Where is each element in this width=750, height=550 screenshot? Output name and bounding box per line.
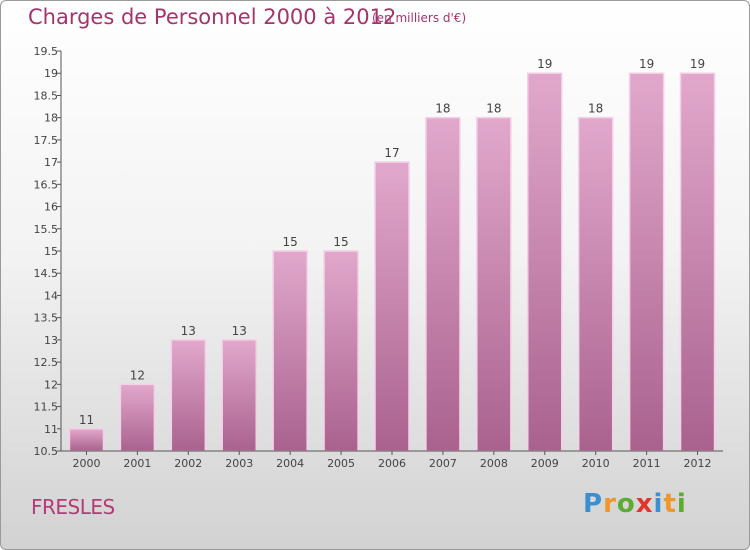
x-tick-label: 2008 <box>480 457 508 470</box>
y-tick-label: 19 <box>44 67 58 80</box>
y-axis: 10.5 11 11.5 12 12.5 13 13.5 14 14.5 15 15.5 16 16.5… <box>34 45 62 458</box>
y-tick-label: 11.5 <box>34 401 59 414</box>
bar-2002 <box>170 339 207 452</box>
commune-name: FRESLES <box>31 495 115 519</box>
y-tick-label: 16.5 <box>34 178 59 191</box>
chart-title: Charges de Personnel 2000 à 2012 <box>28 5 397 29</box>
bar-value-label: 19 <box>639 57 654 71</box>
bar-2012 <box>679 72 716 452</box>
bar-2004 <box>272 250 308 452</box>
chart-subtitle: (en milliers d'€) <box>372 11 467 25</box>
x-tick-label: 2007 <box>429 457 457 470</box>
bar-value-label: 15 <box>333 235 348 249</box>
bar-value-label: 18 <box>588 102 603 116</box>
y-tick-label: 15 <box>44 245 58 258</box>
y-tick-label: 12.5 <box>34 356 59 369</box>
y-tick-label: 17 <box>44 156 58 169</box>
y-tick-label: 10.5 <box>34 445 59 458</box>
y-tick-label: 13 <box>44 334 58 347</box>
bar-value-label: 11 <box>79 413 94 427</box>
bar-value-label: 18 <box>435 102 450 116</box>
logo-letter: i <box>676 489 687 519</box>
bar-2006 <box>374 161 410 452</box>
y-tick-label: 12 <box>44 378 58 391</box>
y-tick-label: 13.5 <box>34 312 59 325</box>
bar-value-label: 15 <box>283 235 298 249</box>
logo-letter: t <box>663 489 677 519</box>
bar-value-label: 13 <box>232 324 247 338</box>
x-tick-label: 2001 <box>123 457 151 470</box>
x-tick-label: 2006 <box>378 457 406 470</box>
x-tick-label: 2009 <box>531 457 559 470</box>
bar-value-label: 19 <box>690 57 705 71</box>
y-tick-label: 11 <box>44 423 58 436</box>
bar-value-label: 12 <box>130 368 145 382</box>
x-tick-label: 2011 <box>633 457 661 470</box>
bar-2005 <box>323 250 359 452</box>
logo-letter: o <box>616 489 636 519</box>
x-tick-label: 2004 <box>276 457 304 470</box>
bar-2007 <box>425 116 461 452</box>
y-tick-label: 16 <box>44 201 58 214</box>
logo-letter: r <box>603 489 617 519</box>
bar-2008 <box>476 116 512 452</box>
logo-letter: i <box>653 489 664 519</box>
x-tick-label: 2010 <box>582 457 610 470</box>
x-tick-label: 2000 <box>72 457 100 470</box>
y-tick-label: 17.5 <box>34 134 59 147</box>
bar-2010 <box>577 116 614 452</box>
bar-value-label: 17 <box>384 146 399 160</box>
x-tick-label: 2003 <box>225 457 253 470</box>
y-tick-label: 14.5 <box>34 267 59 280</box>
y-tick-label: 19.5 <box>34 45 59 58</box>
logo-letter: x <box>635 489 654 519</box>
y-tick-label: 15.5 <box>34 223 59 236</box>
y-tick-label: 14 <box>44 289 58 302</box>
bars: 11 12 13 13 15 15 17 18 18 19 18 19 19 <box>68 57 716 452</box>
y-tick-label: 18.5 <box>34 89 59 102</box>
logo-letter: P <box>583 489 604 519</box>
x-tick-label: 2005 <box>327 457 355 470</box>
bar-2009 <box>527 72 563 452</box>
proxiti-logo: Proxiti <box>583 489 687 519</box>
x-axis: 2000 2001 2002 2003 2004 2005 2006 2007 2008 2009… <box>61 450 723 470</box>
x-tick-label: 2012 <box>684 457 712 470</box>
bar-2000 <box>68 428 105 452</box>
bar-2001 <box>119 383 156 452</box>
x-tick-label: 2002 <box>174 457 202 470</box>
bar-value-label: 18 <box>486 102 501 116</box>
bar-2011 <box>628 72 665 452</box>
bar-value-label: 19 <box>537 57 552 71</box>
y-tick-label: 18 <box>44 112 58 125</box>
bar-value-label: 13 <box>181 324 196 338</box>
bar-2003 <box>221 339 257 452</box>
